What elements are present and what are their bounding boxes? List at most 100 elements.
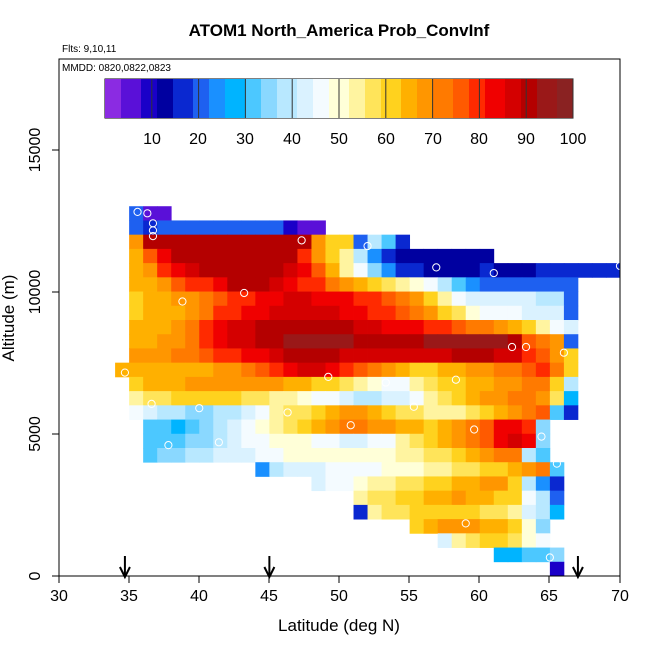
heatmap-cell <box>297 334 312 349</box>
colorbar-swatch <box>561 79 566 118</box>
heatmap-cell <box>521 419 537 435</box>
heatmap-cell <box>507 462 523 477</box>
heatmap-cell <box>563 405 579 420</box>
heatmap-cell <box>381 263 396 278</box>
heatmap-cell <box>269 462 284 477</box>
heatmap-cell <box>269 320 284 335</box>
heatmap-cell <box>465 320 481 335</box>
heatmap-cell <box>423 490 439 506</box>
heatmap-cell <box>213 391 228 406</box>
heatmap-cell <box>479 376 495 392</box>
heatmap-cell <box>283 234 298 250</box>
heatmap-cell <box>311 376 326 392</box>
heatmap-cell <box>381 490 396 506</box>
heatmap-cell <box>437 519 453 534</box>
heatmap-cell <box>451 248 467 264</box>
heatmap-cell <box>255 362 270 378</box>
heatmap-cell <box>353 320 368 335</box>
heatmap-cell <box>227 376 242 392</box>
colorbar-swatch <box>205 79 210 118</box>
chart-title: ATOM1 North_America Prob_ConvInf <box>189 21 490 40</box>
heatmap-cell <box>171 362 186 378</box>
heatmap-cell <box>395 362 411 378</box>
heatmap-cell <box>255 248 270 264</box>
heatmap-cell <box>507 490 523 506</box>
heatmap-cell <box>213 277 228 292</box>
heatmap-cell <box>283 419 298 435</box>
heatmap-cell <box>171 391 186 406</box>
heatmap-cell <box>241 277 256 292</box>
colorbar-swatch <box>349 79 354 118</box>
heatmap-cell <box>353 305 368 321</box>
heatmap-cell <box>605 263 621 278</box>
heatmap-cell <box>479 533 495 548</box>
heatmap-cell <box>549 320 565 335</box>
heatmap-cell <box>437 490 453 506</box>
heatmap-cell <box>185 448 200 463</box>
heatmap-cell <box>353 263 368 278</box>
heatmap-cell <box>311 263 326 278</box>
colorbar-swatch <box>261 79 266 118</box>
heatmap-cell <box>325 305 340 321</box>
colorbar-swatch <box>105 79 110 118</box>
flight-points <box>120 207 625 562</box>
heatmap-cell <box>395 462 411 477</box>
heatmap-cell <box>241 248 256 264</box>
heatmap-cell <box>325 419 340 435</box>
heatmap-cell <box>493 320 509 335</box>
heatmap-cell <box>535 490 551 506</box>
heatmap-cell <box>423 376 439 392</box>
heatmap-cell <box>423 263 439 278</box>
heatmap-cell <box>241 220 256 236</box>
colorbar-tick-20: 20 <box>189 131 207 148</box>
colorbar-swatch <box>221 79 226 118</box>
heatmap-cell <box>311 305 326 321</box>
heatmap-cell <box>339 419 354 435</box>
heatmap-cell <box>227 263 242 278</box>
heatmap-cell <box>423 348 439 364</box>
heatmap-cell <box>479 248 495 264</box>
heatmap-cell <box>409 362 425 378</box>
heatmap-cell <box>297 320 312 335</box>
heatmap-cell <box>395 234 411 250</box>
heatmap-cell <box>493 519 509 534</box>
heatmap-cell <box>227 348 242 364</box>
x-tick-65: 65 <box>540 588 558 605</box>
flight-arrow <box>119 556 131 580</box>
heatmap-cell <box>325 405 340 420</box>
flight-point <box>409 402 418 411</box>
heatmap-cell <box>171 334 186 349</box>
colorbar-swatch <box>321 79 326 118</box>
heatmap-cell <box>493 291 509 307</box>
heatmap-cell <box>493 348 509 364</box>
heatmap-cell <box>423 419 439 435</box>
heatmap-cell <box>171 277 186 292</box>
heatmap-cell <box>297 419 312 435</box>
heatmap-cell <box>451 476 467 492</box>
heatmap-cell <box>339 305 354 321</box>
heatmap-cell <box>283 334 298 349</box>
heatmap-cell <box>381 348 396 364</box>
heatmap-cell <box>213 263 228 278</box>
colorbar-swatch <box>121 79 126 118</box>
heatmap-cell <box>493 362 509 378</box>
heatmap-cell <box>437 362 453 378</box>
colorbar-swatch <box>533 79 538 118</box>
heatmap-cell <box>381 391 396 406</box>
heatmap-cell <box>367 504 382 520</box>
heatmap-cell <box>171 320 186 335</box>
heatmap-cell <box>213 405 228 420</box>
heatmap-cell <box>339 391 354 406</box>
heatmap-cell <box>311 476 326 492</box>
heatmap-cell <box>493 490 509 506</box>
heatmap-cell <box>213 448 228 463</box>
heatmap-cell <box>269 433 284 449</box>
colorbar-swatch <box>265 79 270 118</box>
x-axis: 30 35 40 45 50 55 60 65 70 Latitude (deg… <box>50 576 629 635</box>
heatmap-cell <box>339 433 354 449</box>
heatmap-cell <box>255 376 270 392</box>
heatmap-cell <box>227 448 242 463</box>
flight-point <box>346 421 355 430</box>
heatmap-cell <box>479 362 495 378</box>
heatmap-cell <box>549 291 565 307</box>
